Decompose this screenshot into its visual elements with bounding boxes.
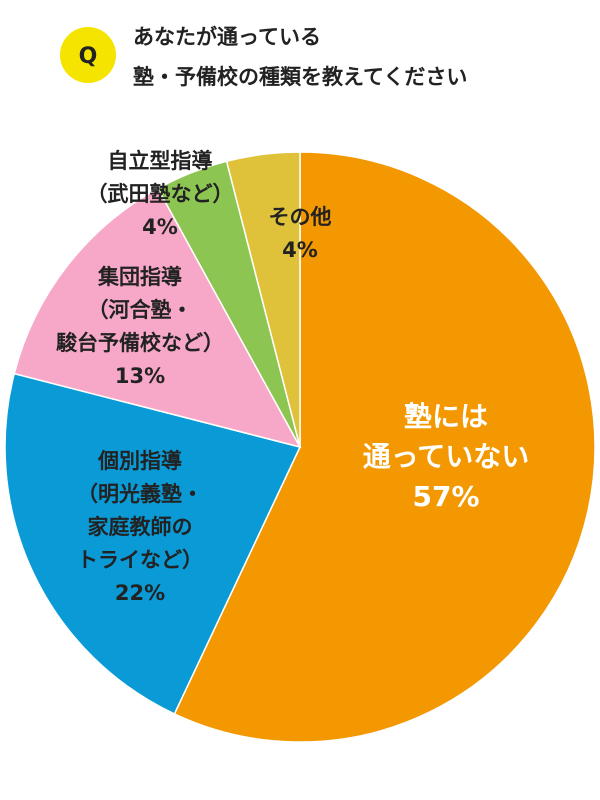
badge xyxy=(60,27,116,83)
slice-label: 集団指導 xyxy=(97,265,182,289)
pie-slice xyxy=(173,151,596,743)
slice-label: （河合塾・ xyxy=(88,298,193,322)
slice-label: 塾には xyxy=(404,400,488,433)
value-label: 22% xyxy=(115,581,165,605)
chart-title: あなたが通っている xyxy=(133,25,321,49)
chart-title: 塾・予備校の種類を教えてください xyxy=(133,65,467,89)
slice-label: 通っていない xyxy=(363,440,530,473)
slice-label: 自立型指導 xyxy=(108,149,213,173)
slice-label: その他 xyxy=(269,205,332,229)
slice-label: 個別指導 xyxy=(97,449,182,473)
slice-label: 家庭教師の xyxy=(88,515,193,539)
slice-label: トライなど） xyxy=(77,548,203,572)
slice-label: （武田塾など） xyxy=(87,182,234,206)
slice-label: （明光義塾・ xyxy=(77,482,203,506)
value-label: 4% xyxy=(142,215,178,239)
value-label: 13% xyxy=(115,364,165,388)
slice-label: 駿台予備校など） xyxy=(56,331,224,355)
pie-slice xyxy=(13,187,302,449)
pie-slice xyxy=(225,151,301,448)
pie-slice xyxy=(4,372,302,715)
badge-label: Q xyxy=(79,44,98,69)
value-label: 4% xyxy=(282,238,318,262)
value-label: 57% xyxy=(412,480,479,513)
